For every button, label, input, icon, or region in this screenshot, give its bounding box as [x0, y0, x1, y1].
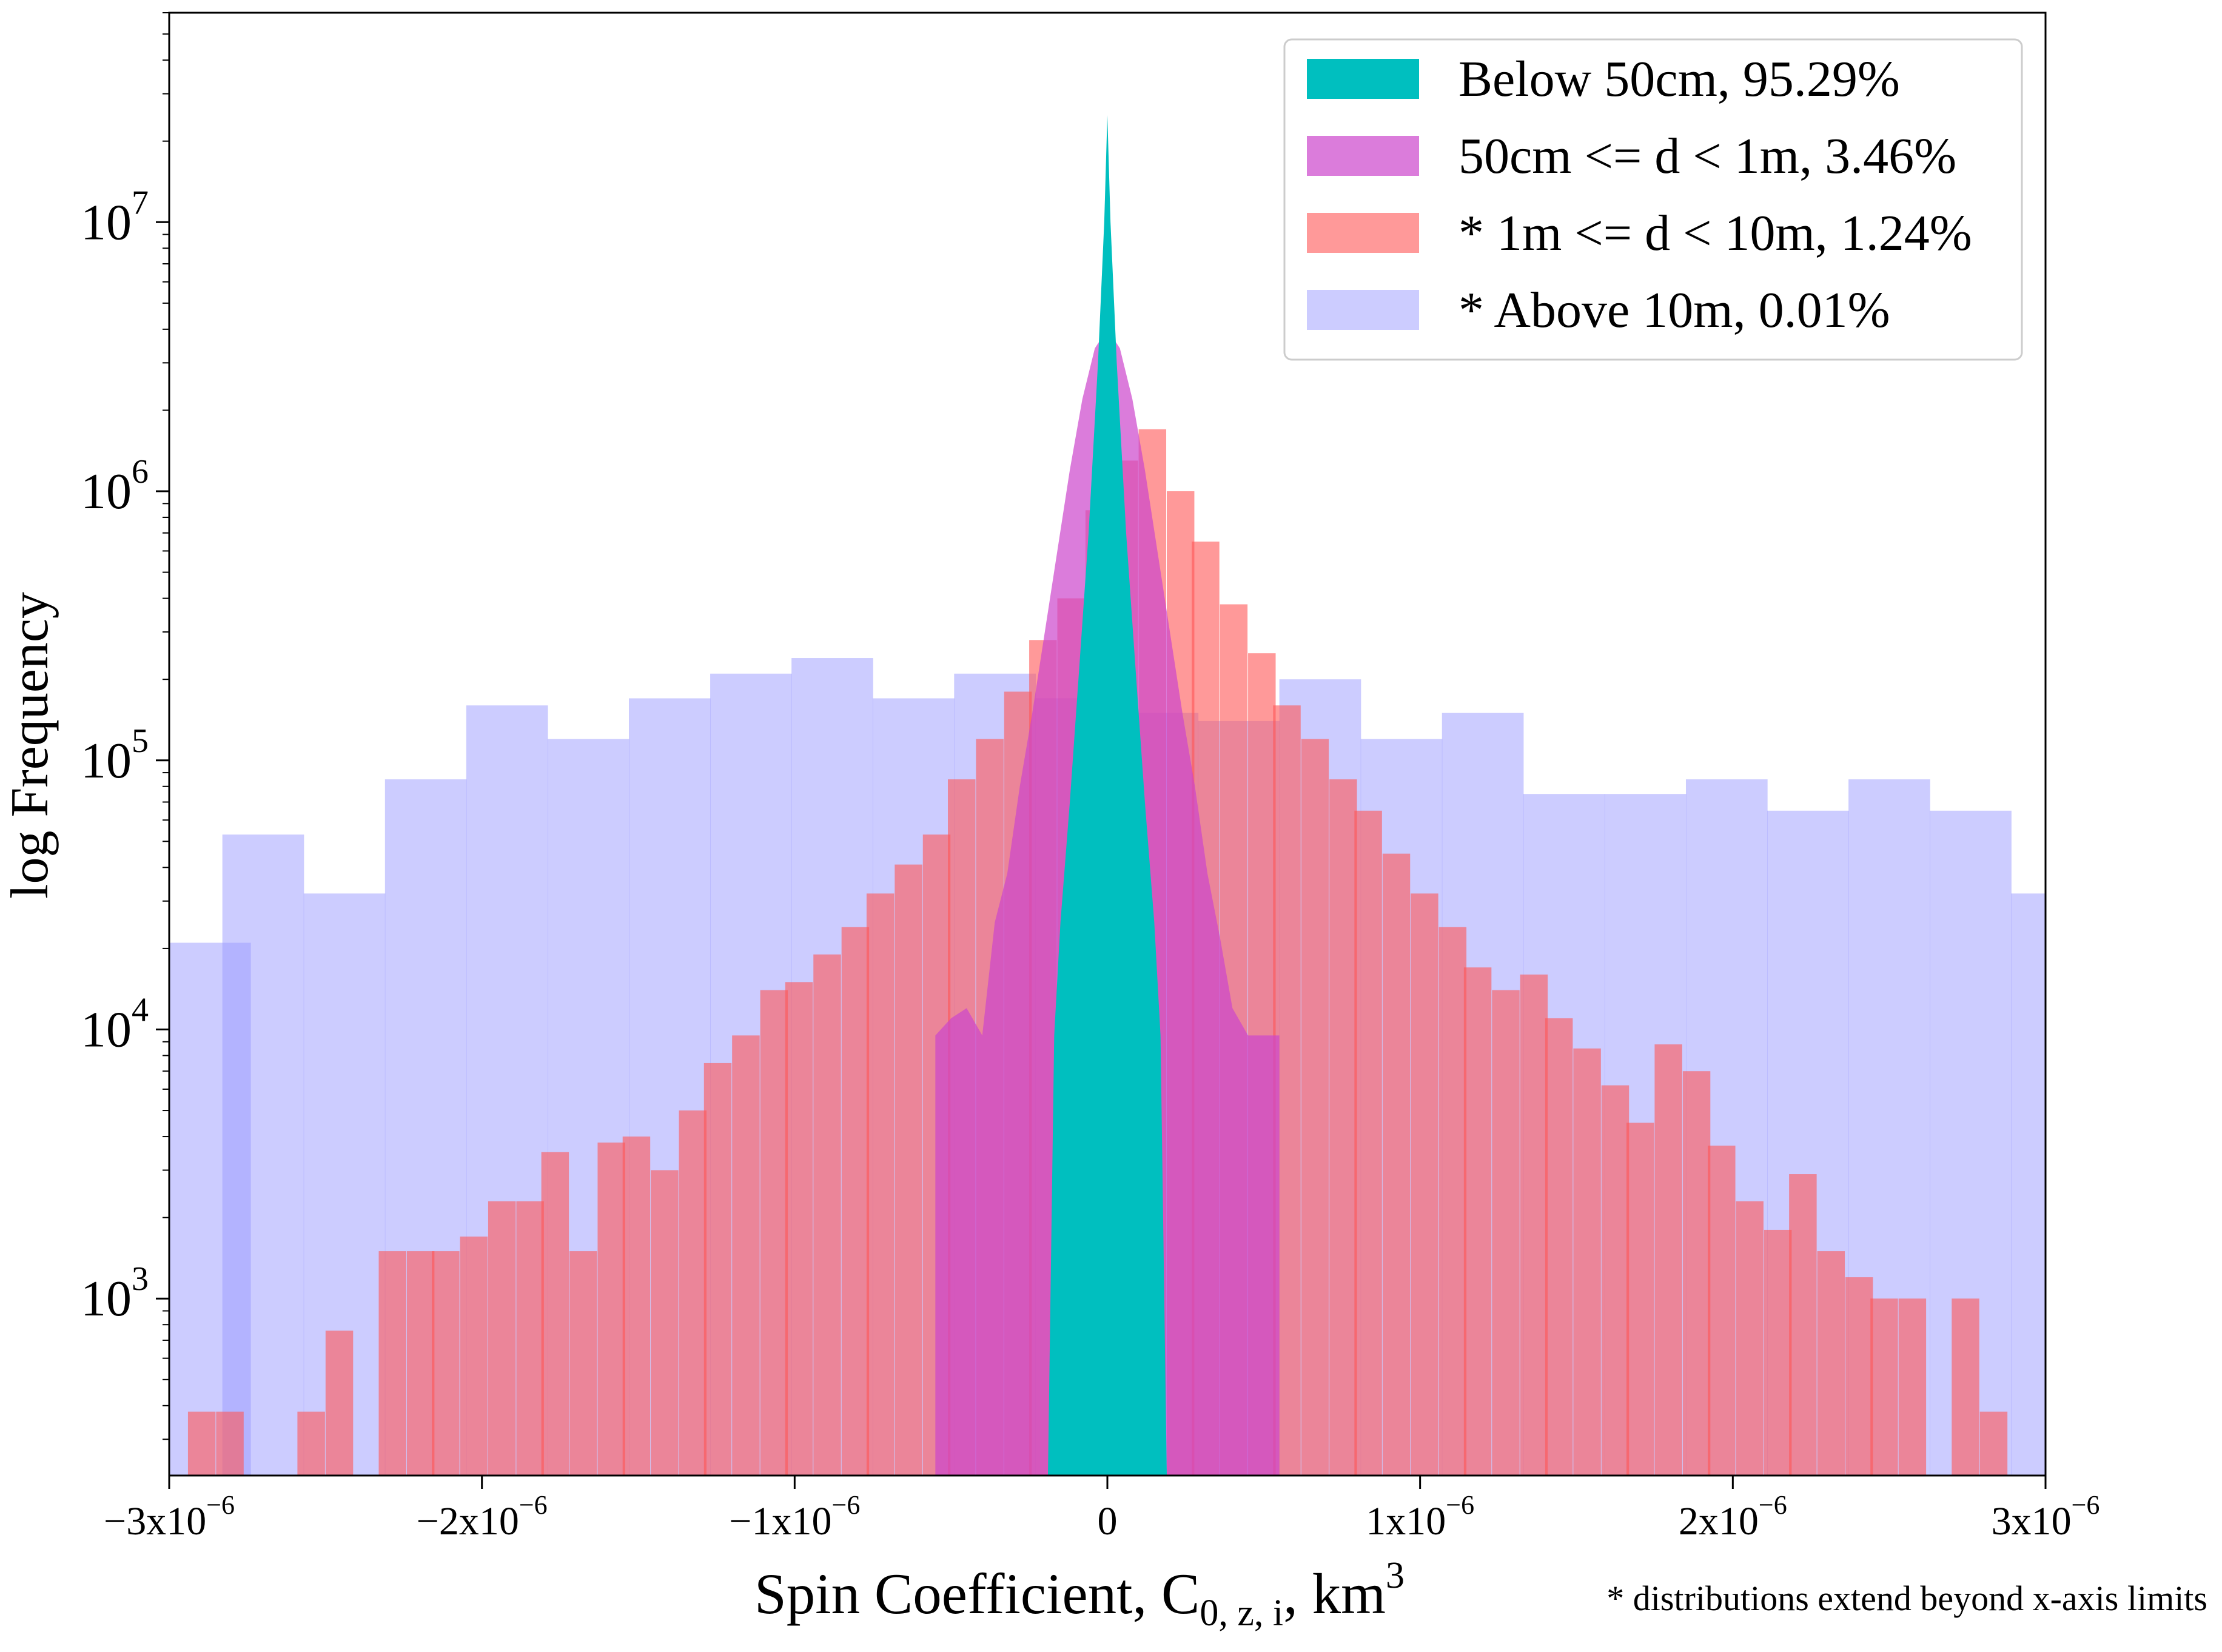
y-axis-label: log Frequency	[1, 592, 59, 899]
series-1-bin-45	[1411, 893, 1438, 1476]
series-1-bin-43	[1354, 810, 1382, 1476]
y-tick-label-3: 106	[81, 453, 149, 520]
series-1-bin-12	[516, 1201, 544, 1476]
series-1-bin-41	[1301, 739, 1329, 1476]
legend-swatch-0	[1307, 59, 1419, 99]
x-axis-label-subscript: 0, z, i	[1200, 1593, 1283, 1634]
series-1-bin-26	[895, 864, 922, 1476]
series-1-bin-25	[866, 893, 895, 1476]
x-axis-label: Spin Coefficient, C0, z, i, km3	[754, 1555, 1405, 1634]
series-1-bin-51	[1573, 1048, 1601, 1476]
series-1-bin-49	[1520, 974, 1548, 1476]
legend: Below 50cm, 95.29% 50cm <= d < 1m, 3.46% *…	[1283, 38, 2023, 361]
series-3-area	[1048, 115, 1167, 1476]
legend-label-1: 50cm <= d < 1m, 3.46%	[1458, 128, 1956, 184]
y-tick-label-4: 107	[81, 184, 149, 250]
legend-label-2: * 1m <= d < 10m, 1.24%	[1458, 205, 1972, 261]
series-1-bin-54	[1654, 1044, 1682, 1476]
legend-swatch-2	[1307, 213, 1419, 253]
series-1-bin-15	[597, 1142, 625, 1476]
series-1-bin-21	[760, 990, 788, 1476]
series-1-bin-4	[297, 1411, 325, 1476]
footnote: * distributions extend beyond x-axis lim…	[1606, 1579, 2207, 1618]
series-1-bin-58	[1764, 1229, 1792, 1476]
legend-label-3: * Above 10m, 0.01%	[1458, 282, 1890, 338]
y-tick-label-2: 105	[81, 722, 149, 789]
series-1-bin-24	[841, 927, 870, 1476]
legend-swatch-1	[1307, 136, 1419, 176]
series-1-bin-11	[488, 1201, 516, 1476]
series-1-bin-7	[378, 1251, 406, 1476]
series-1-bin-53	[1626, 1123, 1654, 1476]
series-1-bin-62	[1870, 1298, 1898, 1476]
series-1-bin-5	[325, 1331, 354, 1476]
series-1-bin-46	[1438, 927, 1467, 1476]
y-tick-label-1: 104	[81, 991, 149, 1058]
series-1-bin-52	[1601, 1085, 1630, 1476]
series-1-bin-16	[622, 1137, 651, 1476]
series-1-bin-65	[1952, 1298, 1979, 1476]
series-1-bin-18	[679, 1110, 707, 1476]
series-1-bin-61	[1845, 1277, 1873, 1476]
x-tick-label-5: 2x10−6	[1679, 1490, 1787, 1543]
series-1-bin-14	[569, 1251, 597, 1476]
series-1-bin-10	[460, 1236, 488, 1476]
series-1-bin-9	[432, 1251, 460, 1476]
series-layer	[169, 115, 2046, 1476]
series-1-bin-66	[1979, 1411, 2008, 1476]
x-axis-label-main: Spin Coefficient, C	[754, 1562, 1200, 1626]
series-1-bin-50	[1545, 1018, 1573, 1476]
series-1-bin-0	[187, 1411, 216, 1476]
series-1-bin-13	[541, 1152, 569, 1476]
x-tick-label-4: 1x10−6	[1366, 1490, 1474, 1543]
series-1-bin-55	[1682, 1071, 1711, 1476]
series-1-bin-8	[406, 1251, 435, 1476]
y-tick-label-0: 103	[81, 1260, 149, 1327]
series-1-bin-59	[1789, 1174, 1817, 1476]
x-axis-label-unit: , km	[1283, 1562, 1386, 1626]
series-1-bin-63	[1898, 1298, 1927, 1476]
series-1-bin-20	[732, 1035, 760, 1476]
series-1-bin-22	[785, 982, 813, 1476]
x-tick-label-2: −1x10−6	[729, 1490, 860, 1543]
legend-label-0: Below 50cm, 95.29%	[1458, 51, 1900, 107]
x-tick-label-6: 3x10−6	[1992, 1490, 2100, 1543]
x-tick-label-1: −2x10−6	[417, 1490, 548, 1543]
series-0-bin-23	[2011, 893, 2046, 1476]
series-1-bin-57	[1736, 1201, 1764, 1476]
ticks-layer: −3x10−6 −2x10−6 −1x10−6 0 1x10−6 2x10−6 3x10−6…	[81, 12, 2100, 1543]
x-tick-label-3: 0	[1098, 1499, 1118, 1543]
series-0-bin-1	[222, 834, 304, 1476]
series-1-bin-56	[1708, 1146, 1736, 1476]
series-1-bin-17	[651, 1170, 679, 1476]
series-1-bin-1	[216, 1411, 244, 1476]
x-axis-label-superscript: 3	[1386, 1555, 1405, 1596]
series-1-bin-47	[1463, 967, 1492, 1476]
series-1-bin-44	[1382, 853, 1411, 1476]
series-1-bin-48	[1492, 990, 1520, 1476]
series-1-bin-19	[703, 1063, 732, 1476]
legend-swatch-3	[1307, 290, 1419, 330]
x-tick-label-0: −3x10−6	[104, 1490, 235, 1543]
legend-frame	[1283, 38, 2023, 361]
series-1-bin-23	[813, 954, 841, 1476]
series-1-bin-42	[1329, 779, 1357, 1476]
series-1-bin-60	[1817, 1251, 1845, 1476]
